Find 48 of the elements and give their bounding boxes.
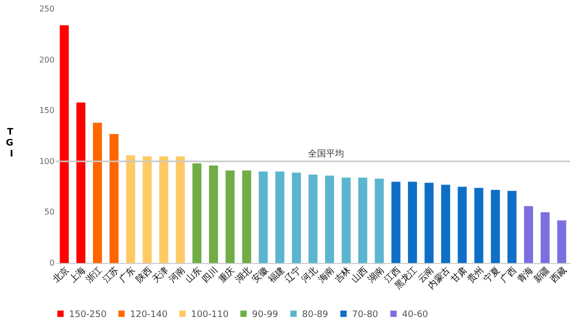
bar xyxy=(474,188,484,263)
ref-line-label: 全国平均 xyxy=(308,148,344,160)
y-tick-label: 250 xyxy=(39,4,54,14)
bar xyxy=(92,122,102,263)
bar xyxy=(258,172,268,263)
bar xyxy=(226,170,235,263)
y-tick-label: 100 xyxy=(39,156,54,166)
bar xyxy=(209,165,218,263)
y-tick-label: 50 xyxy=(44,208,54,217)
bar xyxy=(176,156,185,263)
legend-label: 40-60 xyxy=(402,310,428,320)
y-tick-label: 0 xyxy=(49,258,54,268)
x-tick-label: 北京 xyxy=(50,264,72,286)
y-tick-label: 150 xyxy=(39,106,54,116)
bar xyxy=(540,212,550,263)
bar xyxy=(110,134,119,263)
bar xyxy=(358,178,368,263)
bar xyxy=(441,184,450,263)
legend-label: 100-110 xyxy=(191,310,229,320)
bar xyxy=(524,206,534,263)
bar xyxy=(557,220,566,263)
bar xyxy=(292,172,301,263)
bar xyxy=(458,186,467,263)
bar xyxy=(76,102,86,263)
bar xyxy=(192,163,202,263)
legend-label: 90-99 xyxy=(252,310,278,320)
bar xyxy=(159,156,168,263)
x-tick-label: 西藏 xyxy=(548,264,569,286)
bar xyxy=(325,176,334,263)
legend-label: 80-89 xyxy=(302,310,328,320)
bar xyxy=(408,182,417,263)
bar xyxy=(342,178,351,263)
y-tick-label: 200 xyxy=(39,55,54,64)
bar xyxy=(507,190,516,263)
bar xyxy=(374,178,384,263)
y-axis-title: TGI xyxy=(6,128,14,160)
bar xyxy=(391,182,400,263)
legend-label: 150-250 xyxy=(69,310,107,320)
bar xyxy=(275,172,284,263)
bar xyxy=(308,174,318,263)
legend-label: 70-80 xyxy=(352,310,378,320)
bar xyxy=(424,182,434,263)
legend-label: 120-140 xyxy=(130,310,168,320)
bar xyxy=(126,155,136,263)
bar xyxy=(242,170,252,263)
bar xyxy=(490,190,500,263)
bar xyxy=(60,25,69,263)
bar xyxy=(142,156,152,263)
